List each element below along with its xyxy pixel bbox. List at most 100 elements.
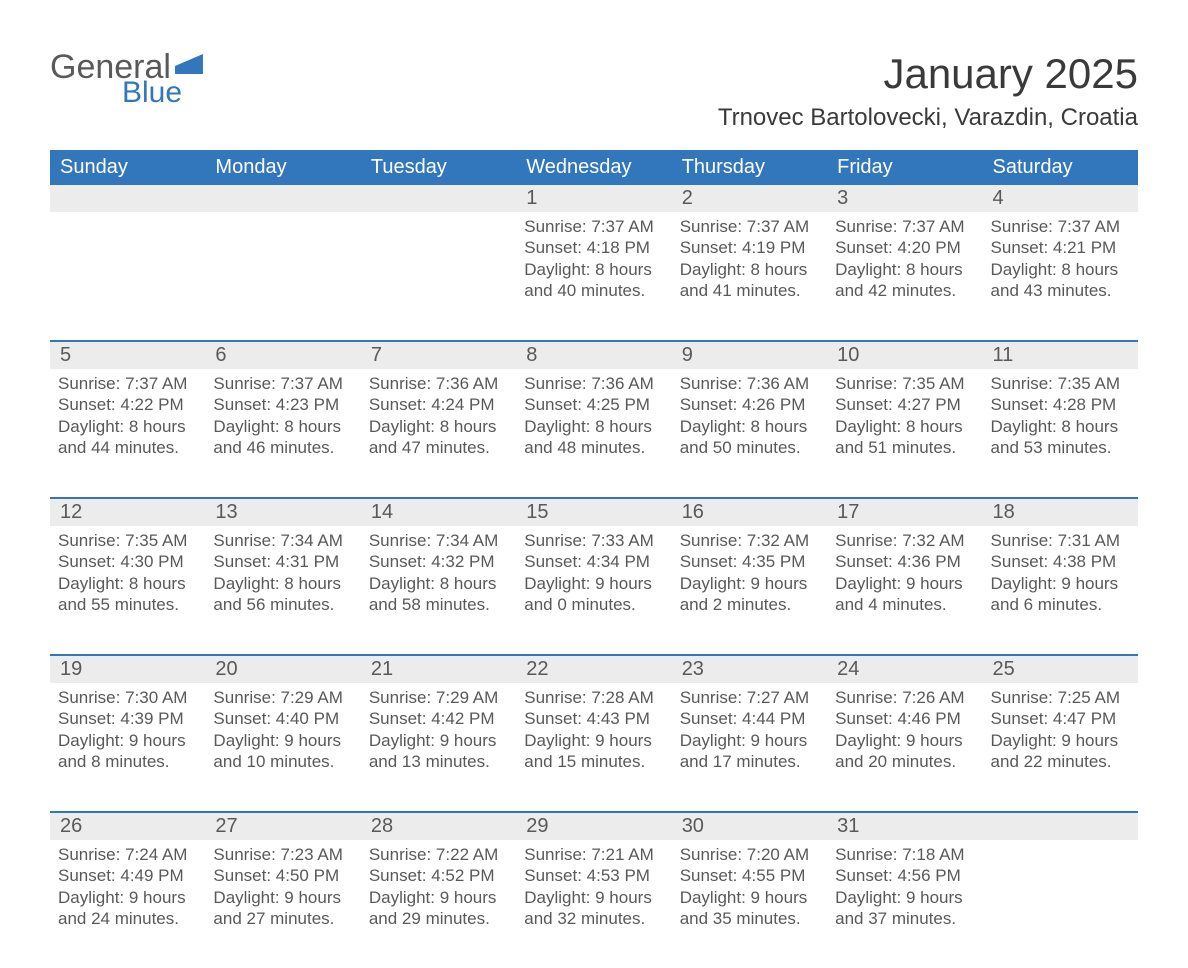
sun-line: Daylight: 9 hours (213, 887, 352, 908)
sun-line: Daylight: 8 hours (835, 416, 974, 437)
calendar-cell: Sunrise: 7:36 AMSunset: 4:25 PMDaylight:… (516, 369, 671, 497)
cell-content: Sunrise: 7:18 AMSunset: 4:56 PMDaylight:… (827, 840, 982, 939)
week-block: 1234Sunrise: 7:37 AMSunset: 4:18 PMDayli… (50, 185, 1138, 340)
calendar-cell: Sunrise: 7:22 AMSunset: 4:52 PMDaylight:… (361, 840, 516, 968)
calendar-cell: Sunrise: 7:37 AMSunset: 4:19 PMDaylight:… (672, 212, 827, 340)
day-number: 27 (205, 813, 360, 840)
sun-line: Sunset: 4:21 PM (991, 237, 1130, 258)
day-number: 5 (50, 342, 205, 369)
calendar-cell: Sunrise: 7:21 AMSunset: 4:53 PMDaylight:… (516, 840, 671, 968)
calendar-cell: Sunrise: 7:33 AMSunset: 4:34 PMDaylight:… (516, 526, 671, 654)
week-block: 12131415161718Sunrise: 7:35 AMSunset: 4:… (50, 497, 1138, 654)
sun-line: Daylight: 8 hours (991, 416, 1130, 437)
sun-line: and 48 minutes. (524, 437, 663, 458)
sun-line: Daylight: 8 hours (524, 259, 663, 280)
day-number: 14 (361, 499, 516, 526)
calendar-cell: Sunrise: 7:25 AMSunset: 4:47 PMDaylight:… (983, 683, 1138, 811)
calendar-cell: Sunrise: 7:18 AMSunset: 4:56 PMDaylight:… (827, 840, 982, 968)
day-number (983, 813, 1138, 840)
sun-line: and 8 minutes. (58, 751, 197, 772)
calendar-cell: Sunrise: 7:35 AMSunset: 4:30 PMDaylight:… (50, 526, 205, 654)
cell-content (205, 212, 360, 226)
sun-line: Sunrise: 7:35 AM (58, 530, 197, 551)
location: Trnovec Bartolovecki, Varazdin, Croatia (718, 104, 1138, 132)
cell-content: Sunrise: 7:36 AMSunset: 4:24 PMDaylight:… (361, 369, 516, 468)
day-number: 31 (827, 813, 982, 840)
daynum-row: 567891011 (50, 342, 1138, 369)
day-number: 17 (827, 499, 982, 526)
sun-line: Sunrise: 7:35 AM (991, 373, 1130, 394)
sun-line: and 2 minutes. (680, 594, 819, 615)
cell-content: Sunrise: 7:23 AMSunset: 4:50 PMDaylight:… (205, 840, 360, 939)
sun-line: Sunset: 4:25 PM (524, 394, 663, 415)
cell-content: Sunrise: 7:37 AMSunset: 4:18 PMDaylight:… (516, 212, 671, 311)
sun-line: and 40 minutes. (524, 280, 663, 301)
cell-content: Sunrise: 7:35 AMSunset: 4:30 PMDaylight:… (50, 526, 205, 625)
sun-line: and 44 minutes. (58, 437, 197, 458)
sun-line: and 46 minutes. (213, 437, 352, 458)
cell-content: Sunrise: 7:36 AMSunset: 4:26 PMDaylight:… (672, 369, 827, 468)
sun-line: Daylight: 9 hours (213, 730, 352, 751)
sun-line: Daylight: 8 hours (369, 416, 508, 437)
sun-line: and 41 minutes. (680, 280, 819, 301)
sun-line: Sunset: 4:28 PM (991, 394, 1130, 415)
day-number: 25 (983, 656, 1138, 683)
calendar-cell: Sunrise: 7:23 AMSunset: 4:50 PMDaylight:… (205, 840, 360, 968)
header: General Blue January 2025 Trnovec Bartol… (50, 50, 1138, 132)
sun-line: Sunrise: 7:33 AM (524, 530, 663, 551)
sun-line: and 20 minutes. (835, 751, 974, 772)
cell-content: Sunrise: 7:33 AMSunset: 4:34 PMDaylight:… (516, 526, 671, 625)
sun-line: and 53 minutes. (991, 437, 1130, 458)
sun-line: Daylight: 9 hours (524, 887, 663, 908)
sun-line: Sunset: 4:24 PM (369, 394, 508, 415)
day-number: 15 (516, 499, 671, 526)
sun-line: and 22 minutes. (991, 751, 1130, 772)
sun-line: Sunrise: 7:25 AM (991, 687, 1130, 708)
day-number: 4 (983, 185, 1138, 212)
calendar-cell: Sunrise: 7:35 AMSunset: 4:28 PMDaylight:… (983, 369, 1138, 497)
sun-line: and 35 minutes. (680, 908, 819, 929)
cell-content: Sunrise: 7:28 AMSunset: 4:43 PMDaylight:… (516, 683, 671, 782)
sun-line: Sunrise: 7:31 AM (991, 530, 1130, 551)
sun-line: Daylight: 9 hours (991, 573, 1130, 594)
sun-line: Daylight: 8 hours (213, 573, 352, 594)
cell-content: Sunrise: 7:24 AMSunset: 4:49 PMDaylight:… (50, 840, 205, 939)
sun-line: and 24 minutes. (58, 908, 197, 929)
sun-line: Sunrise: 7:36 AM (524, 373, 663, 394)
sun-line: Sunrise: 7:34 AM (369, 530, 508, 551)
cell-content: Sunrise: 7:37 AMSunset: 4:22 PMDaylight:… (50, 369, 205, 468)
sun-line: Sunset: 4:18 PM (524, 237, 663, 258)
sun-line: Daylight: 8 hours (58, 416, 197, 437)
day-number: 21 (361, 656, 516, 683)
day-number (361, 185, 516, 212)
calendar-cell: Sunrise: 7:32 AMSunset: 4:36 PMDaylight:… (827, 526, 982, 654)
cell-content: Sunrise: 7:37 AMSunset: 4:19 PMDaylight:… (672, 212, 827, 311)
sun-line: Daylight: 8 hours (369, 573, 508, 594)
calendar-cell: Sunrise: 7:37 AMSunset: 4:18 PMDaylight:… (516, 212, 671, 340)
cell-content: Sunrise: 7:36 AMSunset: 4:25 PMDaylight:… (516, 369, 671, 468)
day-number (205, 185, 360, 212)
sun-line: Sunset: 4:20 PM (835, 237, 974, 258)
day-number: 10 (827, 342, 982, 369)
sun-line: and 47 minutes. (369, 437, 508, 458)
sun-line: Sunset: 4:22 PM (58, 394, 197, 415)
sun-line: Sunset: 4:40 PM (213, 708, 352, 729)
cell-content (361, 212, 516, 226)
sun-line: Sunrise: 7:34 AM (213, 530, 352, 551)
cell-content: Sunrise: 7:32 AMSunset: 4:35 PMDaylight:… (672, 526, 827, 625)
sun-line: Sunrise: 7:37 AM (213, 373, 352, 394)
sun-line: and 58 minutes. (369, 594, 508, 615)
day-number: 13 (205, 499, 360, 526)
day-number: 8 (516, 342, 671, 369)
sun-line: Daylight: 9 hours (991, 730, 1130, 751)
cell-content: Sunrise: 7:35 AMSunset: 4:27 PMDaylight:… (827, 369, 982, 468)
sun-line: Daylight: 8 hours (835, 259, 974, 280)
dayhead-thu: Thursday (672, 150, 827, 185)
day-number: 19 (50, 656, 205, 683)
sun-line: Daylight: 8 hours (524, 416, 663, 437)
sun-line: and 32 minutes. (524, 908, 663, 929)
sun-line: Sunset: 4:49 PM (58, 865, 197, 886)
sun-line: and 42 minutes. (835, 280, 974, 301)
sun-line: Sunrise: 7:23 AM (213, 844, 352, 865)
sun-line: Daylight: 8 hours (680, 416, 819, 437)
